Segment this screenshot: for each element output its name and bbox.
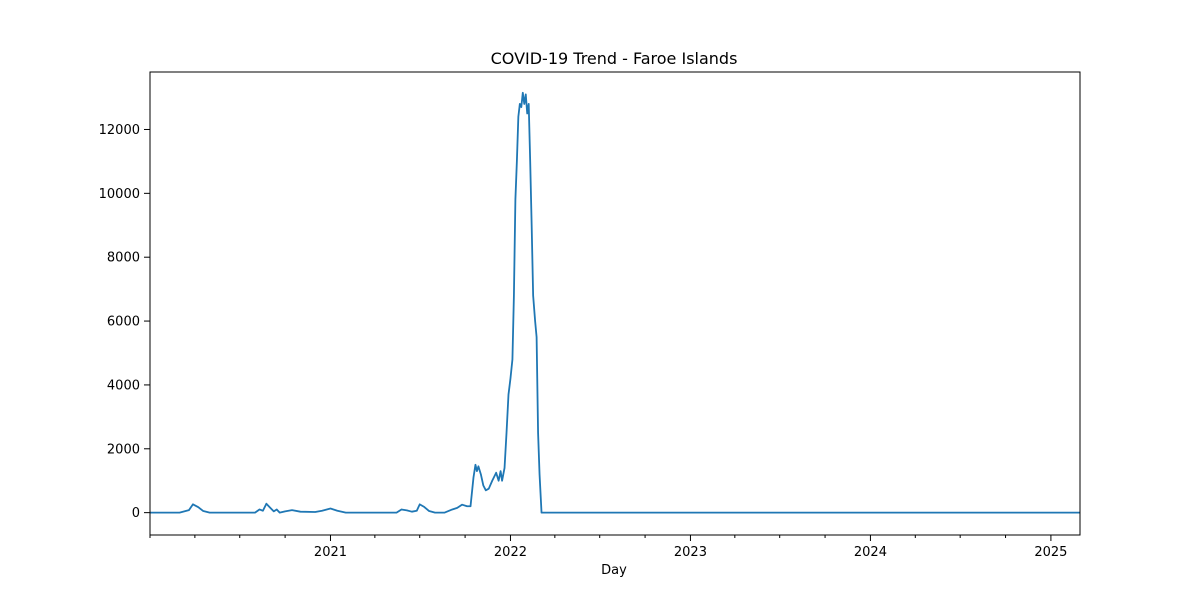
x-tick-label-4: 2025 bbox=[1034, 545, 1067, 560]
x-axis-label: Day bbox=[601, 563, 627, 578]
x-tick-label-3: 2024 bbox=[854, 545, 887, 560]
y-tick-label-3: 6000 bbox=[107, 315, 140, 330]
y-tick-label-2: 4000 bbox=[107, 378, 140, 393]
y-axis: 0 2000 4000 6000 8000 10000 12000 bbox=[99, 123, 150, 521]
x-tick-label-1: 2022 bbox=[494, 545, 527, 560]
y-tick-label-6: 12000 bbox=[99, 123, 140, 138]
x-tick-label-2: 2023 bbox=[674, 545, 707, 560]
series-line-0 bbox=[150, 91, 1080, 514]
x-tick-label-0: 2021 bbox=[314, 545, 347, 560]
y-tick-label-4: 8000 bbox=[107, 251, 140, 266]
plot-area bbox=[149, 71, 1081, 536]
chart-title: COVID-19 Trend - Faroe Islands bbox=[491, 49, 738, 68]
y-tick-label-5: 10000 bbox=[99, 187, 140, 202]
y-tick-label-1: 2000 bbox=[107, 442, 140, 457]
x-axis: 2021 2022 2023 2024 2025 bbox=[149, 535, 1067, 560]
y-tick-label-0: 0 bbox=[132, 506, 140, 521]
plot-frame bbox=[149, 71, 1081, 536]
